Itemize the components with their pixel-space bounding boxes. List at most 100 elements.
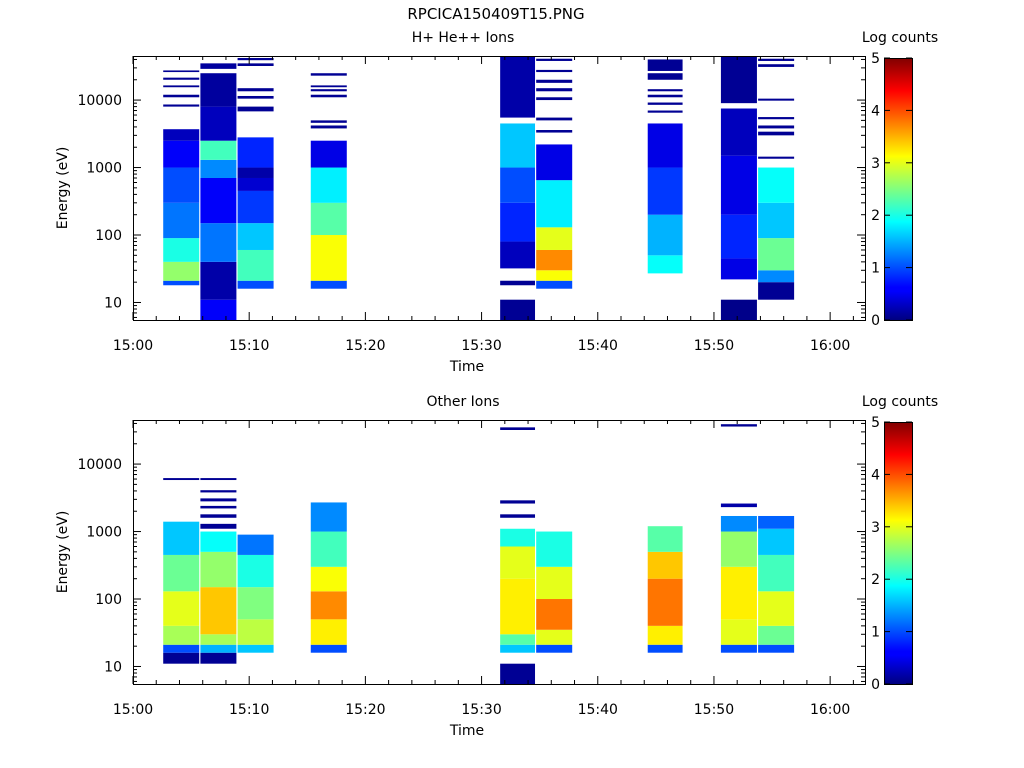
spectrogram-cell — [237, 554, 274, 588]
spectrogram-cell — [163, 554, 200, 592]
spectrogram-cell — [310, 85, 347, 88]
spectrogram-cell — [720, 258, 757, 280]
spectrogram-cell — [500, 280, 536, 286]
y-tick-label: 1000 — [86, 525, 122, 541]
spectrogram-cell — [200, 587, 237, 635]
y-tick-label: 10 — [104, 295, 122, 311]
spectrogram-cell — [237, 280, 274, 289]
spectrogram-cell — [758, 117, 795, 120]
spectrogram-cell — [720, 619, 757, 645]
spectrogram-cell — [536, 69, 573, 73]
colorbar-label: Log counts — [862, 30, 938, 46]
x-axis-label: Time — [449, 723, 484, 739]
spectrogram-cell — [536, 130, 573, 133]
spectrogram-cell — [500, 427, 536, 430]
spectrogram-cell — [720, 155, 757, 215]
spectrogram-cell — [720, 644, 757, 653]
spectrogram-cell — [200, 478, 237, 481]
x-tick-label: 15:20 — [345, 338, 385, 354]
spectrogram-cell — [536, 180, 573, 228]
panel-title: Other Ions — [426, 394, 499, 410]
spectrogram-cell — [758, 98, 795, 101]
spectrogram-cell — [163, 261, 200, 281]
colorbar-frame — [884, 422, 913, 685]
spectrogram-cell — [720, 424, 757, 427]
x-tick-label: 16:00 — [810, 702, 850, 718]
spectrogram-cell — [720, 566, 757, 620]
spectrogram-cell — [500, 167, 536, 203]
spectrogram-cell — [647, 110, 683, 113]
spectrogram-cell — [237, 644, 274, 653]
spectrogram-cell — [647, 551, 683, 579]
spectrogram-cell — [200, 159, 237, 178]
spectrogram-cell — [200, 644, 237, 653]
spectrogram-cell — [758, 282, 795, 300]
spectrogram-cell — [200, 106, 237, 141]
spectrogram-cell — [647, 167, 683, 215]
spectrogram-cell — [200, 505, 237, 509]
spectrogram-cell — [536, 249, 573, 271]
spectrogram-cell — [200, 498, 237, 502]
spectrogram-cell — [536, 58, 573, 61]
spectrogram-cell — [163, 167, 200, 203]
spectrogram-cell — [536, 117, 573, 121]
spectrogram-cell — [500, 546, 536, 579]
x-tick-label: 15:30 — [461, 338, 501, 354]
y-tick-label: 10 — [104, 659, 122, 675]
spectrogram-cell — [647, 644, 683, 653]
spectrogram-cell — [500, 500, 536, 504]
spectrogram-cell — [758, 515, 795, 529]
spectrogram-cell — [758, 131, 795, 136]
y-axis-label: Energy (eV) — [55, 147, 71, 230]
spectrogram-cell — [310, 619, 347, 645]
spectrogram-cell — [500, 299, 536, 320]
spectrogram-cell — [536, 644, 573, 653]
spectrogram-cell — [200, 177, 237, 224]
spectrogram-cell — [310, 140, 347, 168]
spectrogram-cell — [163, 644, 200, 653]
spectrogram-cell — [500, 663, 536, 684]
spectrogram-cell — [647, 102, 683, 105]
spectrogram-cell — [536, 88, 573, 92]
spectrogram-cell — [536, 599, 573, 630]
colorbar: 0 1 2 3 4 5 Log counts — [862, 394, 938, 693]
spectrogram-cell — [163, 238, 200, 262]
spectrogram-cell — [536, 227, 573, 250]
spectrogram-cell — [200, 299, 237, 320]
figure-title: RPCICA150409T15.PNG — [407, 5, 585, 23]
y-axis-label: Energy (eV) — [55, 511, 71, 594]
spectrogram-cell — [237, 106, 274, 112]
spectrogram-cell — [237, 167, 274, 178]
spectrogram-cell — [758, 528, 795, 555]
spectrogram-cell — [237, 58, 274, 61]
spectrogram-cell — [758, 64, 795, 67]
spectrogram-cell — [200, 140, 237, 160]
spectrogram-cell — [200, 531, 237, 552]
spectrogram-cell — [310, 202, 347, 236]
x-axis-label: Time — [449, 359, 484, 375]
spectrogram-cell — [200, 73, 237, 107]
spectrogram-cell — [720, 214, 757, 259]
spectrogram-cell — [200, 551, 237, 588]
x-tick-label: 15:40 — [578, 702, 618, 718]
spectrogram-cell — [200, 490, 237, 493]
spectrogram-cell — [647, 578, 683, 626]
spectrogram-cell — [500, 241, 536, 269]
spectrogram-cell — [310, 502, 347, 532]
spectrogram-cell — [758, 156, 795, 159]
spectrogram-cell — [536, 144, 573, 181]
spectrogram-cells — [163, 56, 795, 320]
y-tick-label: 10000 — [77, 93, 122, 109]
spectrogram-cell — [647, 255, 683, 274]
colorbar-tick-label: 3 — [871, 156, 880, 172]
spectrogram-cell — [163, 652, 200, 664]
colorbar: 0 1 2 3 4 5 Log counts — [862, 30, 938, 329]
spectrogram-cell — [758, 125, 795, 129]
x-tick-label: 15:10 — [229, 338, 269, 354]
spectrogram-cell — [758, 625, 795, 645]
spectrogram-cell — [500, 123, 536, 168]
spectrogram-cell — [500, 578, 536, 635]
colorbar-tick-label: 2 — [871, 208, 880, 224]
y-tick-label: 100 — [95, 592, 122, 608]
